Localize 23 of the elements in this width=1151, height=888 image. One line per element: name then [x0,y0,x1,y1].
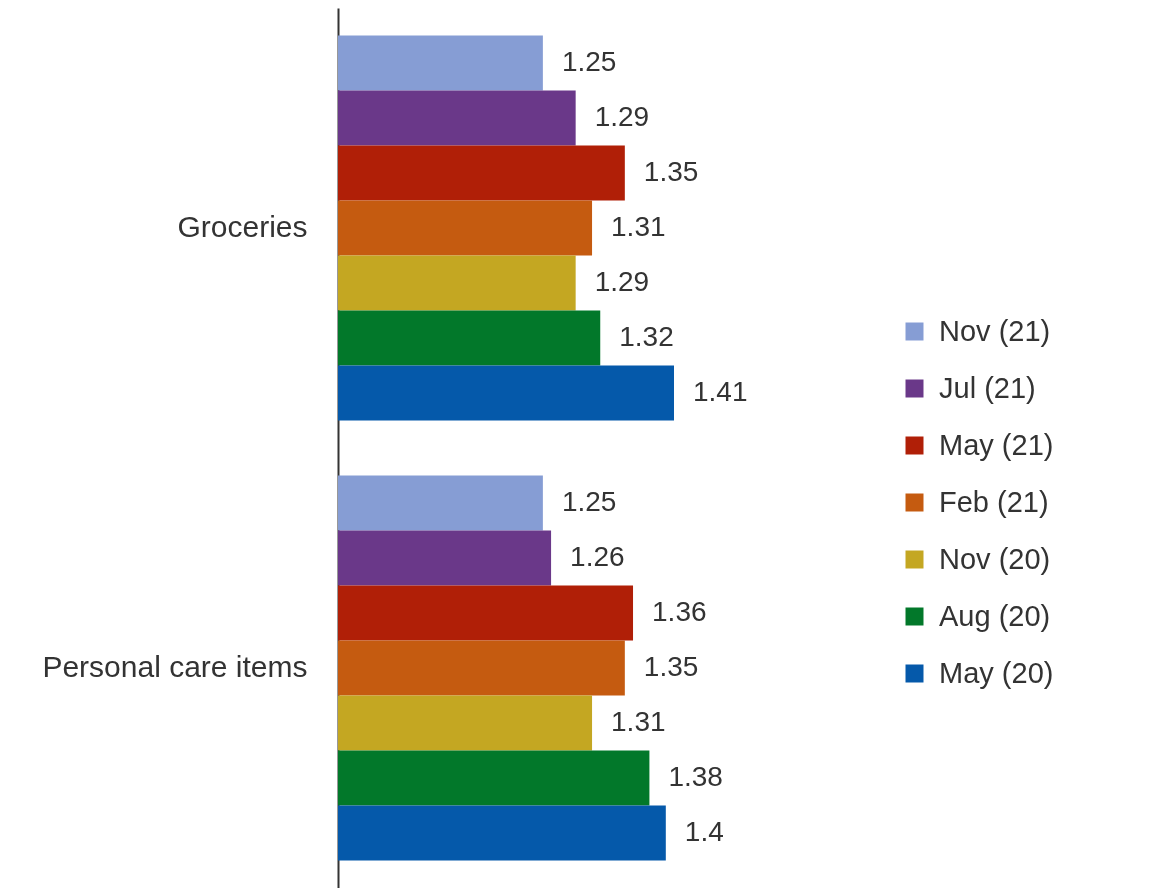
data-label: 1.38 [668,761,723,792]
legend-label: Feb (21) [939,485,1049,518]
data-label: 1.32 [619,321,674,352]
data-label: 1.41 [693,376,748,407]
legend-label: May (21) [939,428,1054,461]
legend-label: Nov (21) [939,314,1051,347]
legend-label: Nov (20) [939,542,1051,575]
data-label: 1.26 [570,541,625,572]
data-label: 1.31 [611,211,666,242]
data-label: 1.35 [643,651,699,682]
data-label: 1.29 [594,101,650,132]
data-label: 1.25 [561,486,617,517]
y-tick-label: Personal care items [42,650,308,683]
data-label: 1.25 [561,46,617,77]
data-label: 1.4 [684,816,724,847]
data-label: 1.29 [594,266,650,297]
legend-label: Jul (21) [939,371,1036,404]
y-tick-label: Groceries [177,210,308,243]
legend-label: Aug (20) [939,599,1051,632]
legend-label: May (20) [939,656,1054,689]
data-label: 1.36 [652,596,707,627]
data-label: 1.31 [611,706,666,737]
data-label: 1.35 [643,156,699,187]
